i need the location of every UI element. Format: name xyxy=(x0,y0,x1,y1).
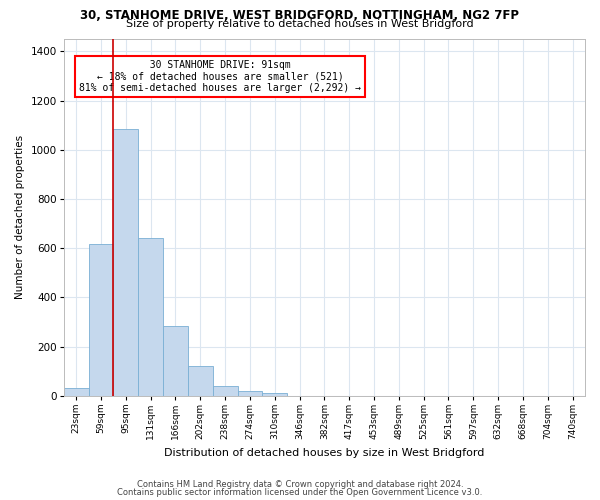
X-axis label: Distribution of detached houses by size in West Bridgford: Distribution of detached houses by size … xyxy=(164,448,485,458)
Text: Contains HM Land Registry data © Crown copyright and database right 2024.: Contains HM Land Registry data © Crown c… xyxy=(137,480,463,489)
Bar xyxy=(64,388,89,396)
Text: 30, STANHOME DRIVE, WEST BRIDGFORD, NOTTINGHAM, NG2 7FP: 30, STANHOME DRIVE, WEST BRIDGFORD, NOTT… xyxy=(80,9,520,22)
Bar xyxy=(89,244,113,396)
Bar xyxy=(212,386,238,396)
Bar xyxy=(138,238,163,396)
Bar xyxy=(188,366,212,396)
Text: Size of property relative to detached houses in West Bridgford: Size of property relative to detached ho… xyxy=(126,19,474,29)
Text: Contains public sector information licensed under the Open Government Licence v3: Contains public sector information licen… xyxy=(118,488,482,497)
Bar xyxy=(113,129,138,396)
Bar xyxy=(262,394,287,396)
Y-axis label: Number of detached properties: Number of detached properties xyxy=(15,136,25,300)
Bar xyxy=(163,326,188,396)
Text: 30 STANHOME DRIVE: 91sqm  
← 18% of detached houses are smaller (521)
81% of sem: 30 STANHOME DRIVE: 91sqm ← 18% of detach… xyxy=(79,60,361,93)
Bar xyxy=(238,391,262,396)
